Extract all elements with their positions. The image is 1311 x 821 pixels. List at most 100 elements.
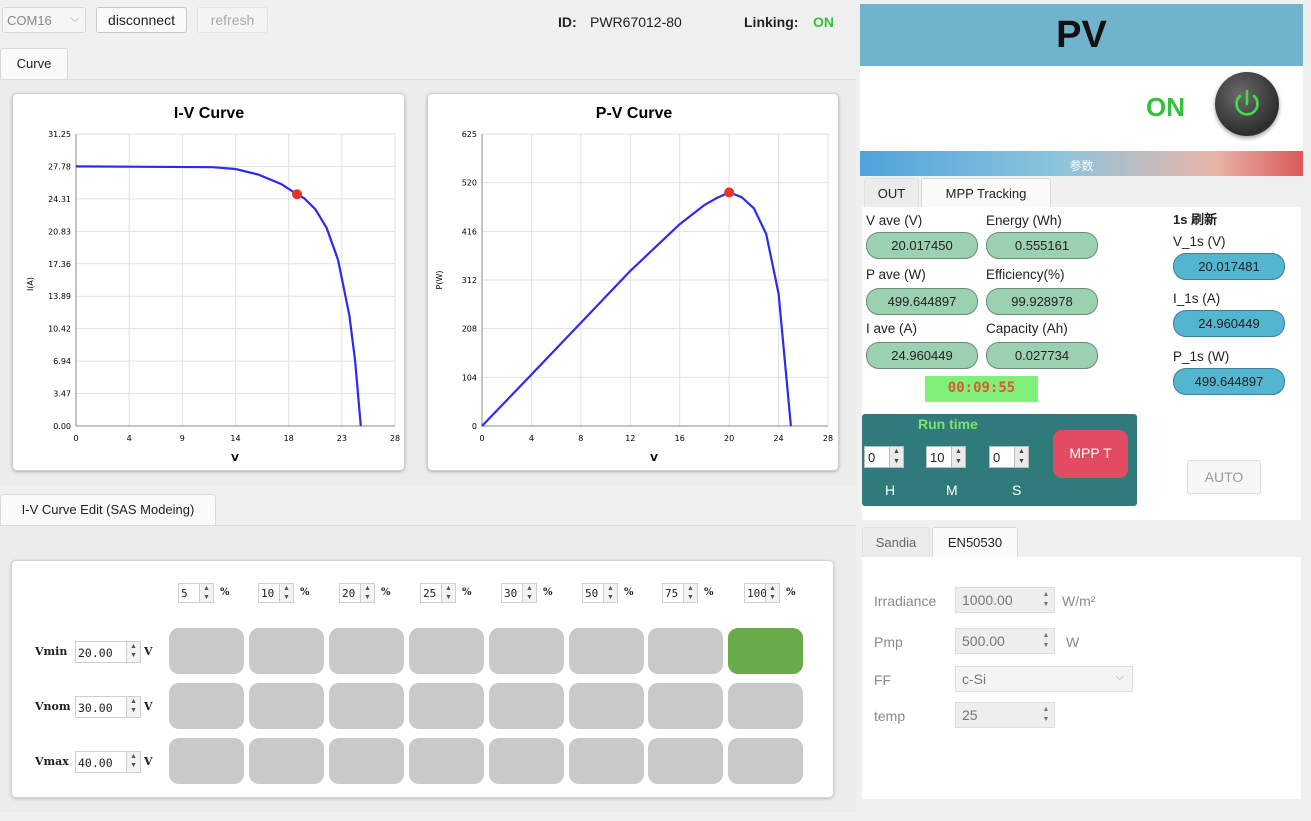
iv-curve-line (75, 165, 362, 427)
spin-arrows-icon[interactable]: ▲ ▼ (127, 696, 141, 718)
ff-select[interactable]: c-Si ⌵ (955, 666, 1133, 692)
port-select[interactable]: COM16 ⌵ (2, 7, 86, 33)
x-tick-label: 28 (390, 434, 400, 443)
percent-spinbox[interactable]: 5 ▲ ▼% (178, 583, 230, 603)
spin-arrows-icon[interactable]: ▲ ▼ (766, 583, 780, 603)
sas-cell[interactable] (569, 738, 644, 784)
sas-cell[interactable] (329, 683, 404, 729)
sas-cell[interactable] (728, 683, 803, 729)
tab-mpp-tracking[interactable]: MPP Tracking (921, 178, 1051, 208)
seconds-spinbox[interactable]: 0 ▲ ▼ (989, 446, 1029, 468)
y-tick-label: 208 (462, 325, 477, 334)
percent-value[interactable]: 50 (582, 583, 604, 603)
sas-cell[interactable] (409, 738, 484, 784)
hours-label: H (885, 482, 896, 498)
p-ave-label: P ave (W) (866, 267, 926, 282)
percent-value[interactable]: 25 (420, 583, 442, 603)
spin-arrows-icon[interactable]: ▲ ▼ (684, 583, 698, 603)
linking-status: ON (813, 14, 834, 30)
sas-cell[interactable] (648, 738, 723, 784)
spin-arrows-icon[interactable]: ▲ ▼ (442, 583, 456, 603)
percent-value[interactable]: 5 (178, 583, 200, 603)
percent-spinbox[interactable]: 25 ▲ ▼% (420, 583, 472, 603)
voltage-spinbox[interactable]: 30.00 ▲ ▼ V (75, 696, 153, 718)
v1s-value: 20.017481 (1173, 253, 1285, 280)
voltage-spinbox[interactable]: 20.00 ▲ ▼ V (75, 641, 153, 663)
sas-cell[interactable] (329, 628, 404, 674)
spin-arrows-icon[interactable]: ▲ ▼ (952, 446, 966, 468)
sas-cell[interactable] (648, 628, 723, 674)
auto-button[interactable]: AUTO (1187, 460, 1261, 494)
spin-arrows-icon[interactable]: ▲ ▼ (361, 583, 375, 603)
spin-arrows-icon[interactable]: ▲ ▼ (127, 641, 141, 663)
x-tick-label: 4 (127, 434, 132, 443)
spin-arrows-icon[interactable]: ▲ ▼ (127, 751, 141, 773)
x-tick-label: 0 (73, 434, 78, 443)
refresh-button[interactable]: refresh (197, 7, 268, 33)
sas-cell[interactable] (489, 738, 564, 784)
percent-value[interactable]: 100 (744, 583, 767, 603)
irradiance-input[interactable]: 1000.00 ▲ ▼ (955, 587, 1055, 613)
spin-arrows-icon[interactable]: ▲ ▼ (890, 446, 904, 468)
sas-cell[interactable] (569, 628, 644, 674)
percent-spinbox[interactable]: 20 ▲ ▼% (339, 583, 391, 603)
pmp-unit: W (1066, 634, 1080, 650)
pmp-input[interactable]: 500.00 ▲ ▼ (955, 628, 1055, 654)
voltage-spinbox[interactable]: 40.00 ▲ ▼ V (75, 751, 153, 773)
power-button[interactable] (1215, 72, 1279, 136)
sas-cell[interactable] (249, 683, 324, 729)
x-tick-label: 4 (529, 434, 534, 443)
percent-value[interactable]: 10 (258, 583, 280, 603)
voltage-value[interactable]: 20.00 (75, 641, 127, 663)
sas-cell[interactable] (489, 628, 564, 674)
spin-arrows-icon[interactable]: ▲ ▼ (1042, 706, 1050, 723)
voltage-value[interactable]: 40.00 (75, 751, 127, 773)
i1s-label: I_1s (A) (1173, 291, 1221, 306)
spin-arrows-icon[interactable]: ▲ ▼ (1042, 591, 1050, 608)
minutes-value[interactable]: 10 (926, 446, 952, 468)
percent-value[interactable]: 30 (501, 583, 523, 603)
percent-spinbox[interactable]: 100 ▲ ▼% (744, 583, 796, 603)
sas-cell[interactable] (329, 738, 404, 784)
tab-out[interactable]: OUT (864, 178, 919, 208)
spin-arrows-icon[interactable]: ▲ ▼ (1015, 446, 1029, 468)
spin-arrows-icon[interactable]: ▲ ▼ (280, 583, 294, 603)
hours-value[interactable]: 0 (864, 446, 890, 468)
percent-value[interactable]: 75 (662, 583, 684, 603)
percent-spinbox[interactable]: 10 ▲ ▼% (258, 583, 310, 603)
sas-cell[interactable] (169, 683, 244, 729)
spin-arrows-icon[interactable]: ▲ ▼ (523, 583, 537, 603)
spin-arrows-icon[interactable]: ▲ ▼ (604, 583, 618, 603)
sas-cell[interactable] (249, 738, 324, 784)
seconds-value[interactable]: 0 (989, 446, 1015, 468)
hours-spinbox[interactable]: 0 ▲ ▼ (864, 446, 904, 468)
tab-curve[interactable]: Curve (0, 48, 68, 80)
temp-input[interactable]: 25 ▲ ▼ (955, 702, 1055, 728)
voltage-value[interactable]: 30.00 (75, 696, 127, 718)
percent-spinbox[interactable]: 50 ▲ ▼% (582, 583, 634, 603)
disconnect-button[interactable]: disconnect (96, 7, 187, 33)
sas-cell[interactable] (569, 683, 644, 729)
percent-spinbox[interactable]: 75 ▲ ▼% (662, 583, 714, 603)
percent-value[interactable]: 20 (339, 583, 361, 603)
percent-spinbox[interactable]: 30 ▲ ▼% (501, 583, 553, 603)
sas-cell[interactable] (249, 628, 324, 674)
tab-en50530[interactable]: EN50530 (932, 527, 1018, 558)
x-tick-label: 18 (284, 434, 294, 443)
sas-cell[interactable] (169, 628, 244, 674)
tab-sandia[interactable]: Sandia (862, 527, 930, 558)
sas-cell[interactable] (648, 683, 723, 729)
irradiance-label: Irradiance (874, 593, 937, 609)
sas-cell-active[interactable] (728, 628, 803, 674)
sas-cell[interactable] (489, 683, 564, 729)
spin-arrows-icon[interactable]: ▲ ▼ (1042, 632, 1050, 649)
mppt-button[interactable]: MPP T (1053, 430, 1128, 478)
sas-cell[interactable] (728, 738, 803, 784)
spin-arrows-icon[interactable]: ▲ ▼ (200, 583, 214, 603)
sas-cell[interactable] (409, 683, 484, 729)
minutes-spinbox[interactable]: 10 ▲ ▼ (926, 446, 966, 468)
sas-cell[interactable] (409, 628, 484, 674)
sas-cell[interactable] (169, 738, 244, 784)
tab-iv-curve-edit[interactable]: I-V Curve Edit (SAS Modeing) (0, 494, 216, 526)
voltage-row-label: Vnom (35, 700, 71, 713)
